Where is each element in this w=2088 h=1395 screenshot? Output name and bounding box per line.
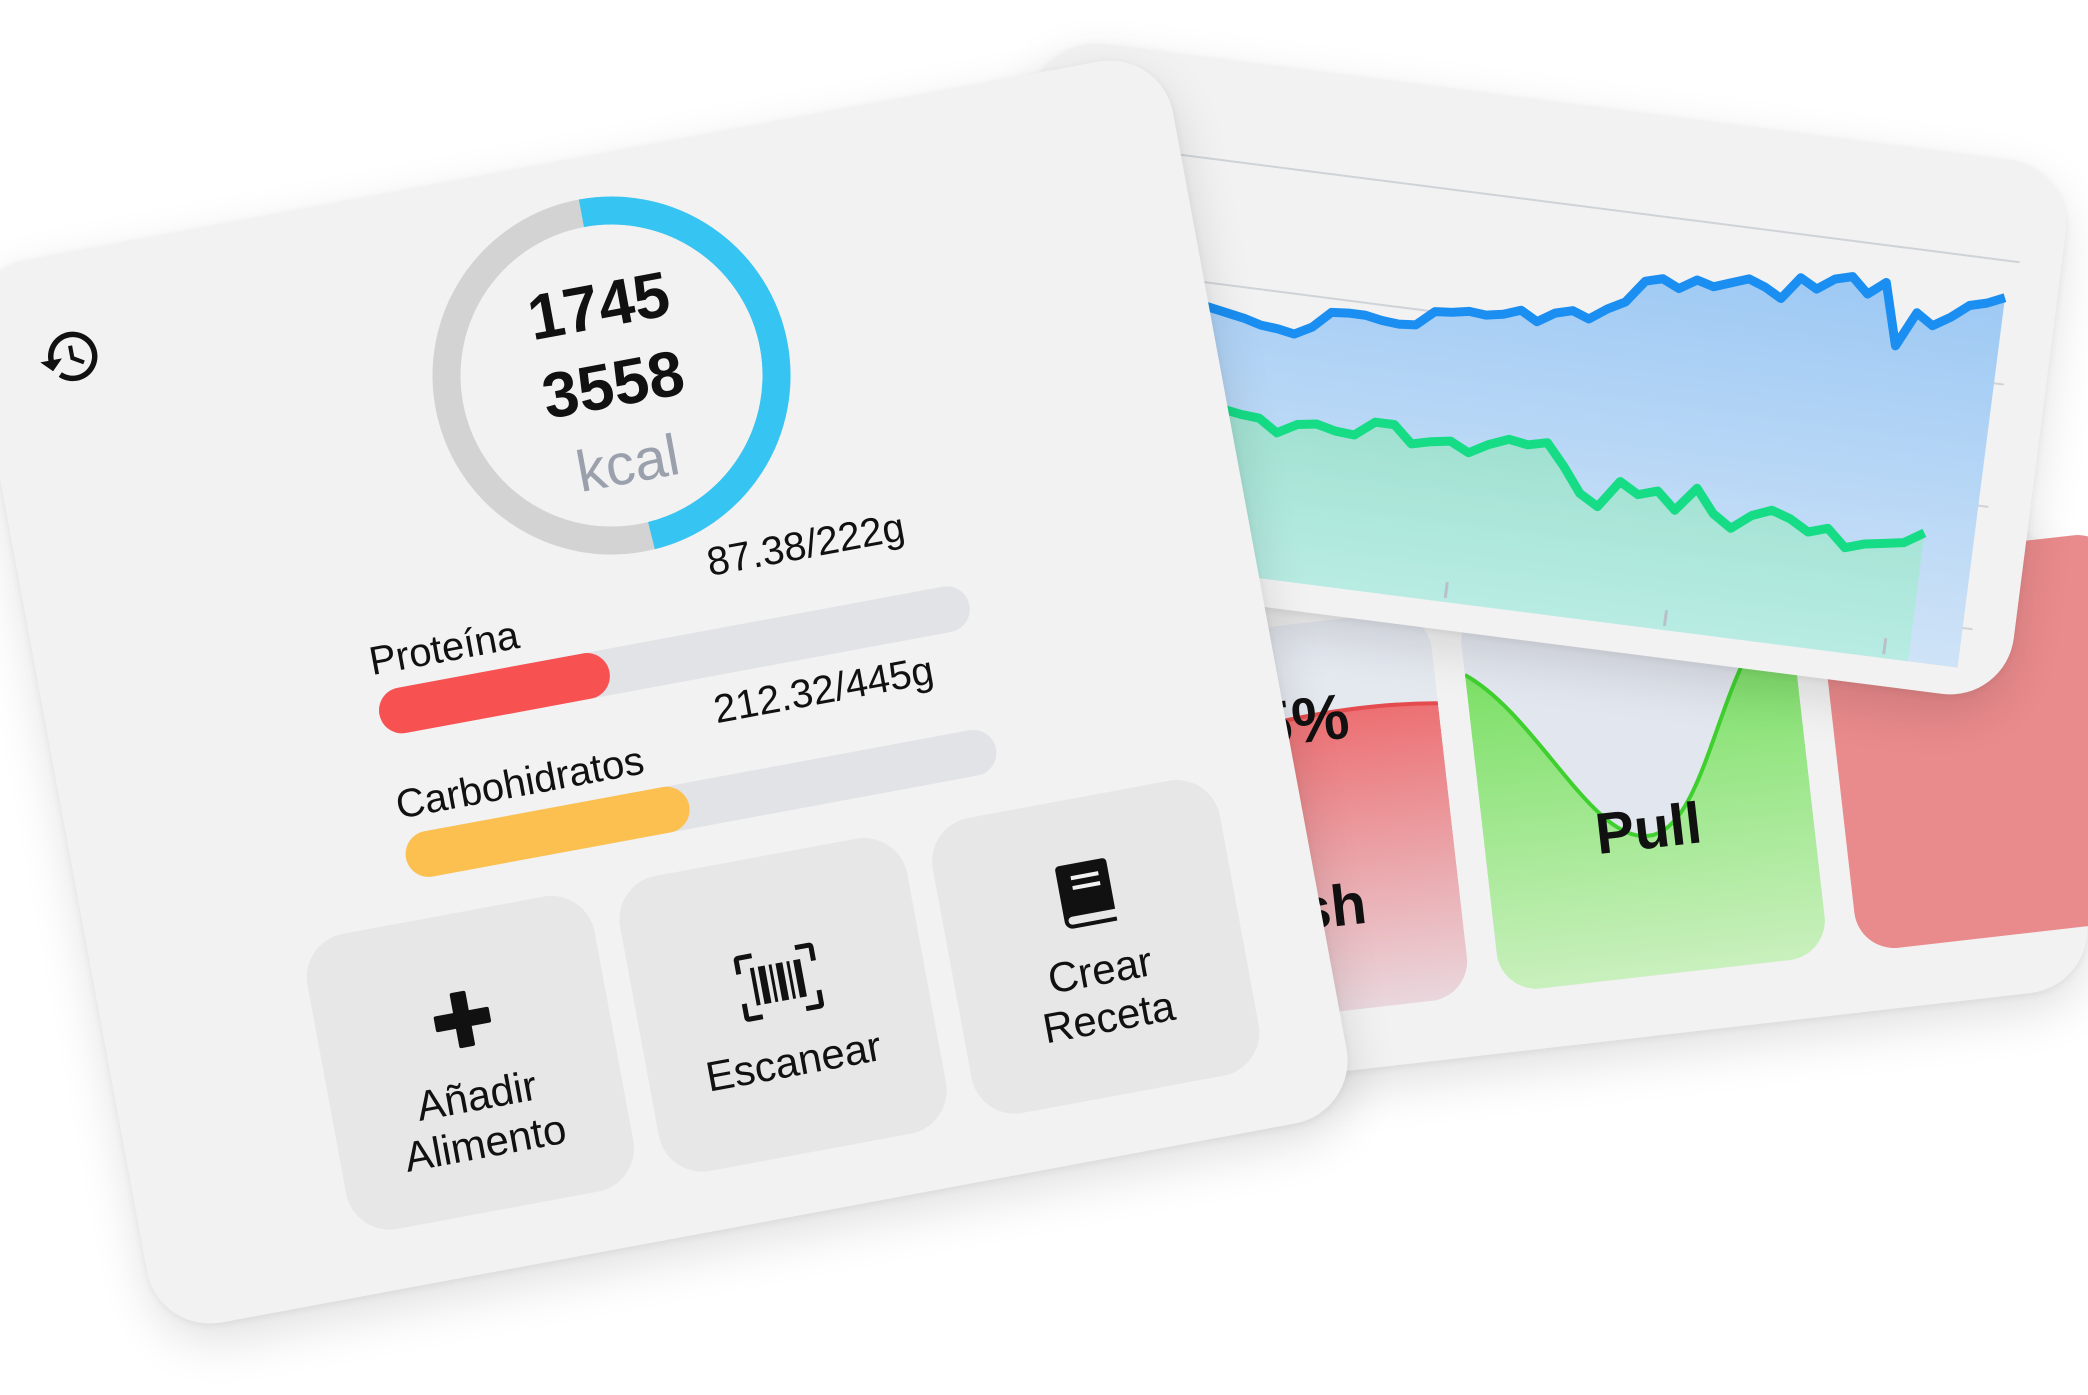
pull-curve [1463, 606, 1830, 993]
calorie-ring: 1745 3558 kcal [402, 166, 822, 586]
series-blue-line [1176, 272, 2007, 351]
nutrition-card: 1745 3558 kcal Proteína 87.38/222g Carbo… [0, 49, 1359, 1335]
add-food-button[interactable]: Añadir Alimento [299, 888, 642, 1237]
x-tick [1882, 638, 1888, 655]
tile-pull[interactable]: +18% Pull [1457, 568, 1830, 993]
history-icon[interactable] [32, 318, 109, 395]
series-green-area [1124, 383, 1925, 662]
grid-line [1176, 153, 2020, 264]
x-tick [1443, 581, 1449, 599]
barcode-icon [733, 942, 825, 1022]
calorie-ring-progress [432, 196, 791, 555]
create-recipe-button[interactable]: Crear Receta [924, 772, 1267, 1121]
calorie-ring-svg [432, 196, 791, 555]
plus-icon [433, 990, 492, 1049]
book-icon [1055, 858, 1118, 929]
scan-button[interactable]: Escanear [612, 830, 954, 1179]
series-green-line [1145, 379, 1927, 553]
x-tick [1662, 610, 1669, 627]
